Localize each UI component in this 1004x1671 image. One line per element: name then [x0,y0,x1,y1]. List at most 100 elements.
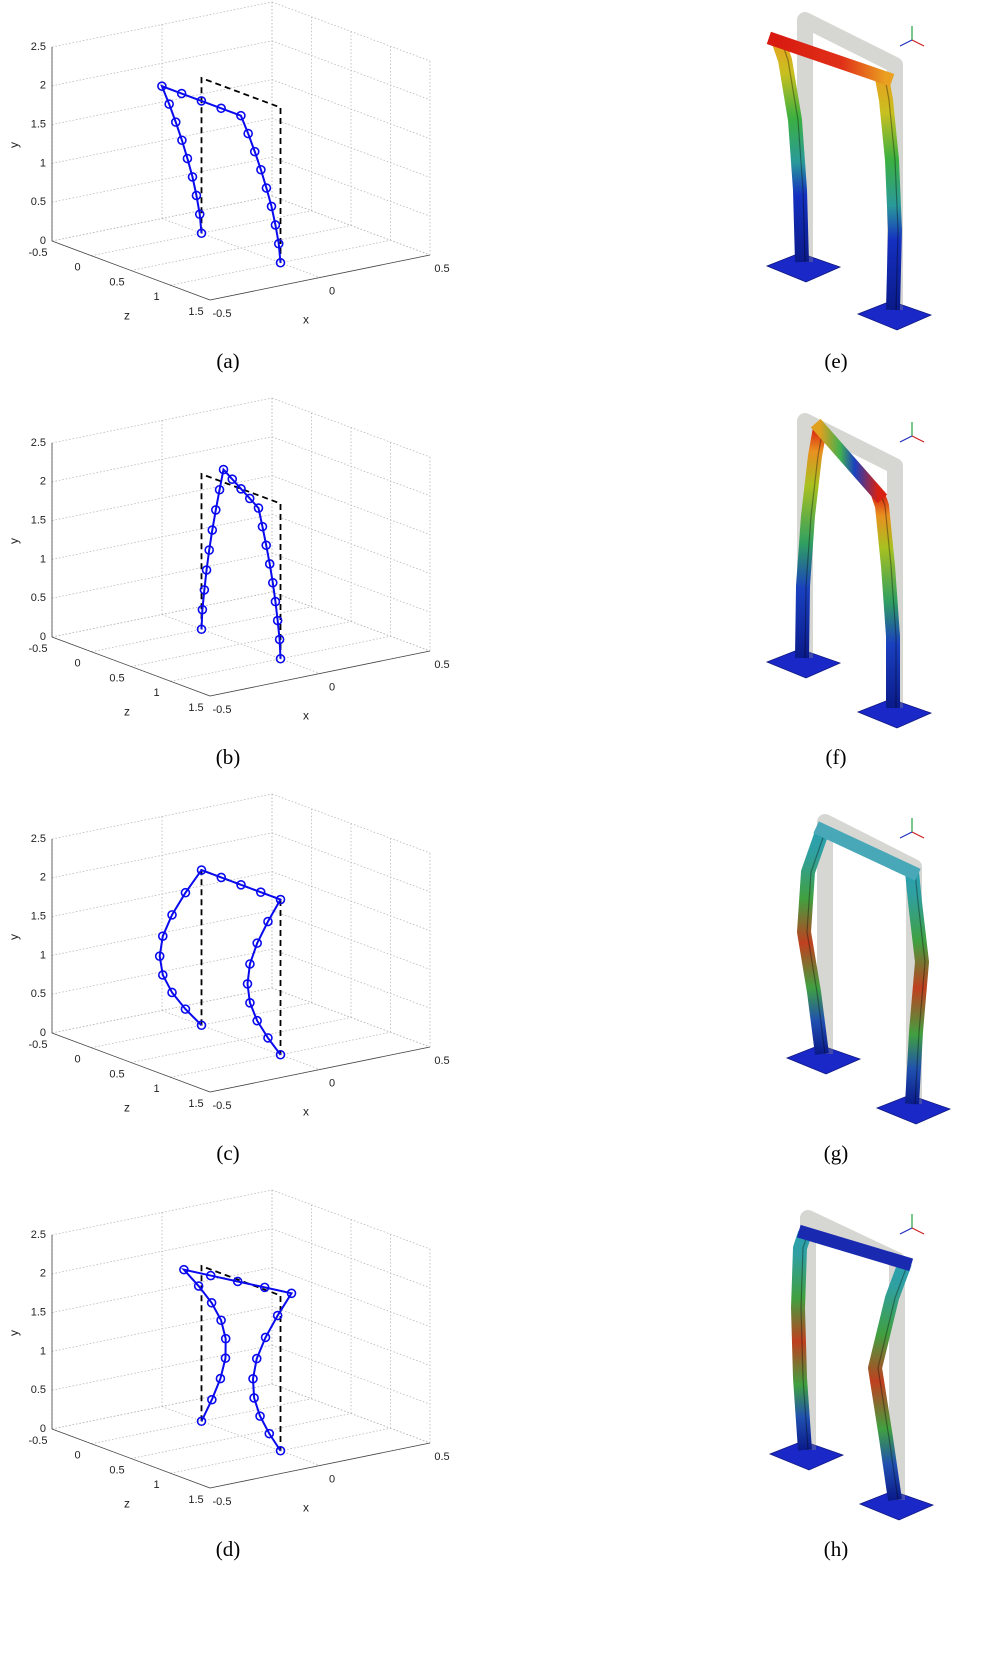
mode-shape-node [196,865,207,875]
z-tick-label: 0 [74,658,80,670]
x-axis-label: x [303,313,309,327]
y-tick-label: 1 [40,1345,46,1357]
y-tick-label: 0 [40,235,46,247]
y-tick-label: 2.5 [31,437,46,449]
base-plate [765,648,842,679]
deformed-column-edge [780,39,806,263]
x-tick-label: 0.5 [434,1055,449,1067]
mode-shape-node [197,604,208,615]
mode-shape-node [273,238,284,249]
mode-shape-node [272,615,283,626]
axis-line [51,1032,211,1093]
mode-shape-node [191,190,202,201]
grid-line [51,1,273,48]
plot-3d: 00.511.522.5-0.500.511.5 -0.500.5yz x(a) [7,1,450,373]
mode-shape-node [220,1333,231,1344]
triad-z [899,1227,913,1235]
mode-shape-node [275,1049,286,1060]
x-tick-label: 0 [329,1473,335,1485]
y-tick-label: 1 [40,157,46,169]
caption: (d) [216,1537,241,1561]
y-tick-label: 2.5 [31,1229,46,1241]
z-tick-label: 1 [153,687,159,699]
y-tick-label: 1 [40,553,46,565]
mode-shape-node [249,1393,259,1403]
z-tick-label: 1 [153,1083,159,1095]
triad-x [911,831,925,839]
mode-shape-node [205,1270,216,1281]
mode-shape-node [157,931,168,941]
axis-line [209,650,431,697]
y-tick-label: 0.5 [31,196,46,208]
caption: (a) [216,349,239,373]
caption: (b) [216,745,241,769]
undeformed-frame [200,472,282,659]
mode-shape-node [193,1281,204,1291]
z-tick-label: 1.5 [188,702,203,714]
x-tick-label: -0.5 [213,308,232,320]
y-tick-label: 1.5 [31,1307,46,1319]
deformed-beam [766,31,895,87]
mode-shape-node [211,505,221,515]
fe-rendering: (h) [768,1210,935,1561]
axis-line [51,240,211,301]
y-tick-label: 1.5 [31,515,46,527]
mode-shape-node [275,257,286,268]
z-axis-label: z [124,309,130,323]
mode-shape-node [232,1276,243,1287]
mode-shape-node [177,135,187,146]
mode-shape-node [176,88,187,99]
z-tick-label: -0.5 [29,1435,48,1447]
y-tick-label: 1.5 [31,911,46,923]
mode-shape-node [164,99,174,109]
mode-shape-node [180,1004,191,1014]
grid-line [130,621,352,667]
mode-shape-node [167,987,177,998]
mode-shape-node [256,164,266,175]
mode-shape-node [179,1264,189,1275]
x-axis-label: x [303,1501,309,1515]
plot-3d: 00.511.522.5-0.500.511.5 -0.500.5yz x(d) [7,1189,450,1561]
deformed-column-edge [804,427,824,659]
grid-line [51,195,273,242]
y-axis-label: y [7,142,21,148]
mode-shape-node [245,998,255,1008]
z-tick-label: -0.5 [29,643,48,655]
x-axis-label: x [303,709,309,723]
grid-line [130,225,352,271]
deformed-column [795,426,827,659]
mode-shape-node [182,153,193,164]
mode-shape-node [170,117,181,127]
grid-line [130,1017,352,1063]
mode-shape-node [215,1373,226,1384]
z-tick-label: 0 [74,1450,80,1462]
y-tick-label: 2 [40,80,46,92]
mode-shape-node [196,1416,207,1427]
triad-x [911,1227,925,1235]
mode-shape-node [236,483,246,494]
mode-shape-node [216,1315,226,1326]
mode-shape-node [275,1445,286,1456]
mode-shape-node [196,624,207,635]
axis-line [209,1046,431,1093]
mode-shape-node [272,1310,283,1321]
mode-shape-node [252,938,262,948]
triad-z [899,39,913,47]
deformed-column [905,871,929,1105]
mode-shape-node [263,916,273,927]
mode-shape-node [206,1297,217,1308]
mode-shape-node [248,1373,258,1384]
mode-shape-node [196,1020,207,1031]
caption: (c) [216,1141,239,1165]
base-plate [785,1044,862,1075]
mode-shape-node [264,1428,275,1439]
z-tick-label: 1.5 [188,1098,203,1110]
undeformed-ghost [800,1210,905,1500]
y-axis-label: y [7,934,21,940]
z-axis-label: z [124,1101,130,1115]
triad-z [899,435,913,443]
grid-line [51,1383,273,1430]
mode-shape-node [253,503,264,513]
base-plate [858,1490,935,1521]
x-axis-label: x [303,1105,309,1119]
